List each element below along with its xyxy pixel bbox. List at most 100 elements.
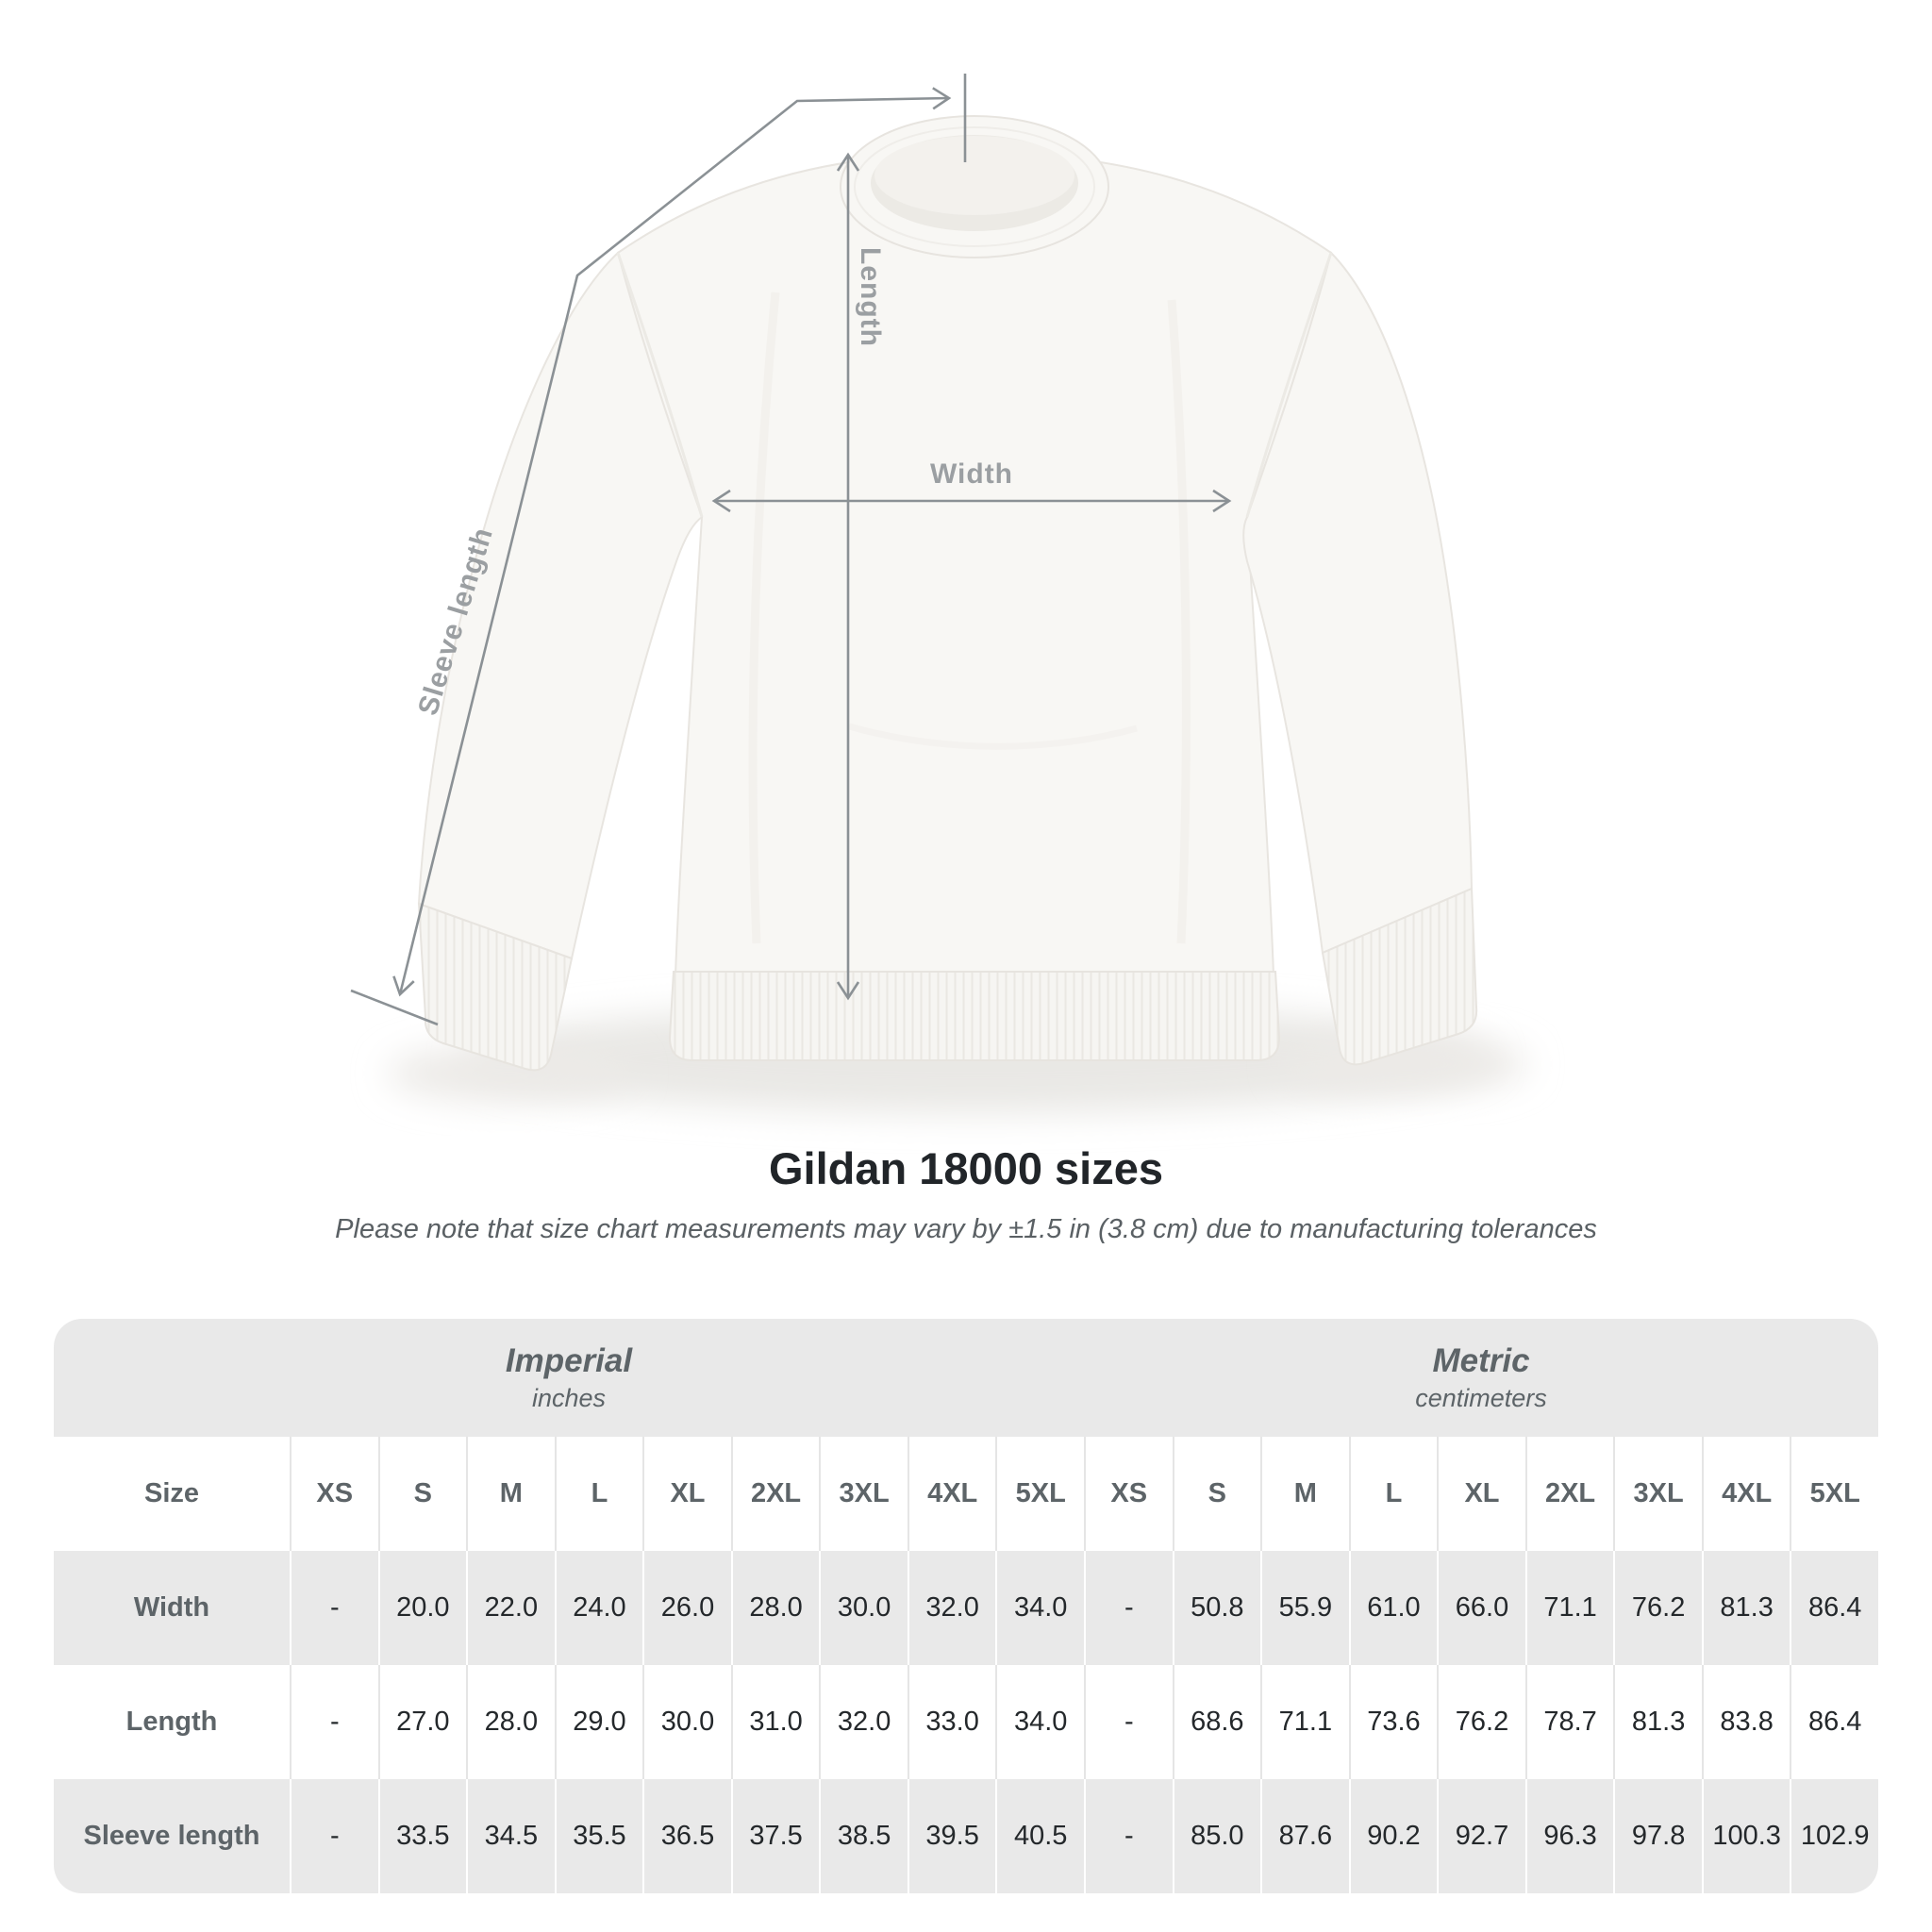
value-cell: 30.0 bbox=[819, 1551, 908, 1665]
value-cell: 76.2 bbox=[1613, 1551, 1702, 1665]
value-cell: 81.3 bbox=[1701, 1551, 1790, 1665]
size-header-cell: M bbox=[466, 1437, 555, 1551]
value-cell: - bbox=[290, 1665, 378, 1779]
value-cell: 71.1 bbox=[1260, 1665, 1349, 1779]
value-cell: 97.8 bbox=[1613, 1779, 1702, 1893]
value-cell: 87.6 bbox=[1260, 1779, 1349, 1893]
size-header-cell: 3XL bbox=[819, 1437, 908, 1551]
value-cell: - bbox=[1084, 1551, 1173, 1665]
size-header-cell: L bbox=[1348, 1437, 1438, 1551]
value-cell: 33.0 bbox=[907, 1665, 996, 1779]
sweatshirt-measurement-diagram: Width Length Sleeve length bbox=[350, 74, 1528, 1113]
size-header-cell: L bbox=[554, 1437, 643, 1551]
size-header-cell: XL bbox=[1437, 1437, 1525, 1551]
row-label: Sleeve length bbox=[83, 1821, 260, 1851]
centimeters-label: centimeters bbox=[1415, 1384, 1547, 1412]
value-cell: 24.0 bbox=[554, 1551, 643, 1665]
value-cell: 37.5 bbox=[730, 1779, 820, 1893]
metric-label: Metric bbox=[1432, 1342, 1530, 1379]
value-cell: - bbox=[290, 1551, 378, 1665]
value-cell: 50.8 bbox=[1172, 1551, 1261, 1665]
unit-header-row: Imperial inches Metric centimeters bbox=[54, 1319, 1878, 1437]
sweatshirt-illustration bbox=[387, 115, 1528, 1113]
value-cell: 86.4 bbox=[1790, 1551, 1878, 1665]
size-header-cell: XS bbox=[1084, 1437, 1173, 1551]
value-cell: - bbox=[1084, 1779, 1173, 1893]
size-corner-header: Size bbox=[143, 1478, 200, 1508]
value-cell: 38.5 bbox=[819, 1779, 908, 1893]
value-cell: 28.0 bbox=[466, 1665, 555, 1779]
sweatshirt-body bbox=[616, 151, 1333, 976]
value-cell: 66.0 bbox=[1437, 1551, 1525, 1665]
value-cell: 29.0 bbox=[554, 1665, 643, 1779]
size-header-cell: 5XL bbox=[1790, 1437, 1878, 1551]
sleeve-length-measurement bbox=[350, 74, 967, 1026]
value-cell: - bbox=[290, 1779, 378, 1893]
row-length: Length - 27.0 28.0 29.0 30.0 31.0 32.0 3… bbox=[54, 1665, 1878, 1779]
collar-back-fabric bbox=[874, 136, 1074, 215]
size-table: Imperial inches Metric centimeters Size … bbox=[54, 1319, 1878, 1893]
value-cell: 26.0 bbox=[642, 1551, 731, 1665]
unit-group-metric: Metric centimeters bbox=[1084, 1319, 1878, 1437]
width-label: Width bbox=[930, 458, 1013, 490]
unit-group-imperial: Imperial inches bbox=[54, 1319, 1084, 1437]
value-cell: 36.5 bbox=[642, 1779, 731, 1893]
size-header-cell: XS bbox=[290, 1437, 378, 1551]
tolerance-note: Please note that size chart measurements… bbox=[335, 1214, 1597, 1244]
value-cell: 85.0 bbox=[1172, 1779, 1261, 1893]
value-cell: 35.5 bbox=[554, 1779, 643, 1893]
imperial-label: Imperial bbox=[505, 1342, 633, 1379]
value-cell: 34.5 bbox=[466, 1779, 555, 1893]
value-cell: 30.0 bbox=[642, 1665, 731, 1779]
value-cell: 32.0 bbox=[819, 1665, 908, 1779]
hem-band bbox=[668, 971, 1281, 1061]
size-header-row: Size XS S M L XL 2XL 3XL 4XL 5XL XS S M … bbox=[54, 1437, 1878, 1551]
value-cell: 92.7 bbox=[1437, 1779, 1525, 1893]
value-cell: 68.6 bbox=[1172, 1665, 1261, 1779]
value-cell: 73.6 bbox=[1348, 1665, 1438, 1779]
value-cell: 33.5 bbox=[377, 1779, 467, 1893]
value-cell: 81.3 bbox=[1613, 1665, 1702, 1779]
value-cell: 96.3 bbox=[1524, 1779, 1614, 1893]
size-header-cell: M bbox=[1260, 1437, 1349, 1551]
right-cuff bbox=[1321, 887, 1478, 1066]
row-label: Length bbox=[125, 1707, 218, 1737]
value-cell: 102.9 bbox=[1790, 1779, 1878, 1893]
size-header-cell: 2XL bbox=[730, 1437, 820, 1551]
row-label: Width bbox=[133, 1592, 210, 1623]
size-header-cell: 2XL bbox=[1524, 1437, 1614, 1551]
value-cell: 34.0 bbox=[995, 1551, 1084, 1665]
length-label: Length bbox=[855, 247, 886, 347]
value-cell: 32.0 bbox=[907, 1551, 996, 1665]
value-cell: 39.5 bbox=[907, 1779, 996, 1893]
size-header-cell: XL bbox=[642, 1437, 731, 1551]
size-header-cell: 3XL bbox=[1613, 1437, 1702, 1551]
size-header-cell: S bbox=[1172, 1437, 1261, 1551]
cuff-end-tick bbox=[350, 989, 439, 1026]
value-cell: 83.8 bbox=[1701, 1665, 1790, 1779]
body-fold-right bbox=[1167, 299, 1191, 944]
inches-label: inches bbox=[531, 1384, 607, 1412]
value-cell: 28.0 bbox=[730, 1551, 820, 1665]
value-cell: - bbox=[1084, 1665, 1173, 1779]
value-cell: 86.4 bbox=[1790, 1665, 1878, 1779]
size-header-cell: S bbox=[377, 1437, 467, 1551]
size-header-cell: 4XL bbox=[907, 1437, 996, 1551]
value-cell: 22.0 bbox=[466, 1551, 555, 1665]
left-cuff-shadow bbox=[387, 1045, 632, 1102]
value-cell: 90.2 bbox=[1348, 1779, 1438, 1893]
value-cell: 78.7 bbox=[1524, 1665, 1614, 1779]
page-title: Gildan 18000 sizes bbox=[768, 1143, 1164, 1193]
value-cell: 61.0 bbox=[1348, 1551, 1438, 1665]
right-sleeve bbox=[1242, 251, 1474, 955]
value-cell: 55.9 bbox=[1260, 1551, 1349, 1665]
value-cell: 71.1 bbox=[1524, 1551, 1614, 1665]
row-width: Width - 20.0 22.0 24.0 26.0 28.0 30.0 32… bbox=[54, 1551, 1878, 1665]
value-cell: 76.2 bbox=[1437, 1665, 1525, 1779]
row-sleeve-length: Sleeve length - 33.5 34.5 35.5 36.5 37.5… bbox=[54, 1779, 1878, 1893]
value-cell: 20.0 bbox=[377, 1551, 467, 1665]
size-header-cell: 4XL bbox=[1701, 1437, 1790, 1551]
value-cell: 40.5 bbox=[995, 1779, 1084, 1893]
value-cell: 34.0 bbox=[995, 1665, 1084, 1779]
